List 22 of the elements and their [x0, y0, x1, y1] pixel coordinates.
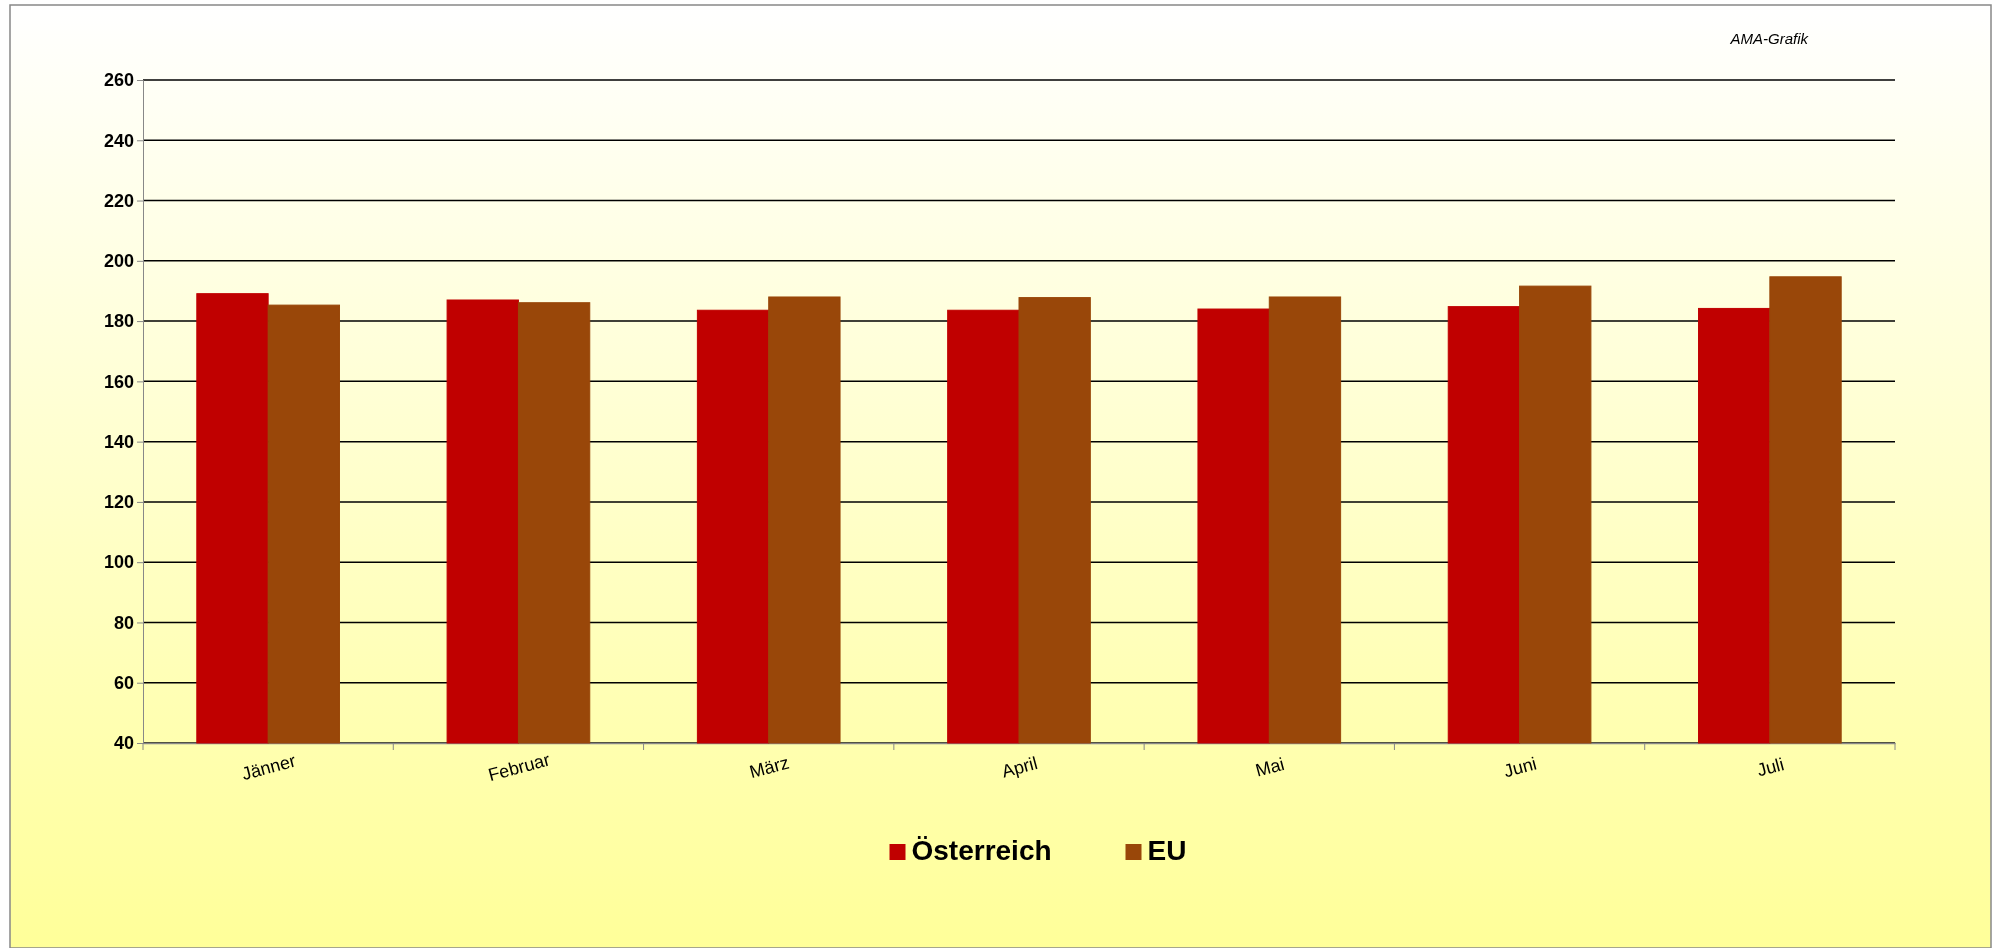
y-tick-label: 240 [103, 130, 134, 151]
y-tick-label: 100 [103, 552, 134, 573]
x-tick-label: Februar [486, 749, 553, 786]
y-tick-label: 260 [103, 70, 134, 91]
y-tick-label: 200 [103, 251, 134, 272]
text: AMA-Grafik [1729, 30, 1810, 47]
y-tick-label: 220 [103, 190, 134, 211]
y-tick-label: 40 [113, 733, 134, 754]
y-tick-label: 80 [113, 612, 134, 633]
x-tick-label: Jänner [239, 750, 298, 785]
y-tick-label: 160 [103, 371, 134, 392]
y-tick-label: 60 [113, 672, 134, 693]
legend-label: EU [1147, 835, 1187, 866]
x-tick-label: April [999, 753, 1040, 782]
y-tick-label: 140 [103, 431, 134, 452]
y-tick-label: 180 [103, 311, 134, 332]
y-tick-label: 120 [103, 492, 134, 513]
x-tick-label: Mai [1253, 753, 1287, 781]
x-tick-label: Juli [1754, 754, 1787, 781]
x-tick-label: März [747, 752, 792, 783]
x-tick-label: Juni [1501, 753, 1539, 782]
legend-label: Österreich [911, 835, 1052, 866]
